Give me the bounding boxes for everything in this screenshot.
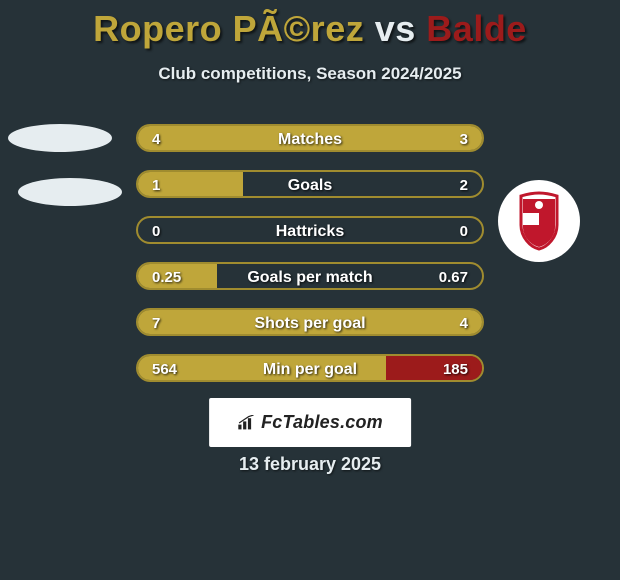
stat-label: Goals [138,172,482,196]
player2-name: Balde [426,8,527,49]
stat-row: Matches4 3 [136,124,484,152]
comparison-title: Ropero PÃ©rez vs Balde [0,0,620,50]
shield-icon [517,191,561,251]
player1-value: 0.25 [152,264,181,290]
watermark-badge: FcTables.com [209,398,411,447]
comparison-chart: Matches43Goals12Hattricks00Goals per mat… [136,124,484,400]
date-label: 13 february 2025 [0,454,620,475]
stat-row: Hattricks0 0 [136,216,484,244]
player2-value: 0.67 [439,264,468,290]
vs-label: vs [375,8,416,49]
stat-label: Matches [138,126,482,150]
player2-value: 3 [460,126,468,152]
stat-row: Goals1 2 [136,170,484,198]
player2-value: 0 [460,218,468,244]
player1-value: 1 [152,172,160,198]
stat-row: Min per goal564 185 [136,354,484,382]
subtitle: Club competitions, Season 2024/2025 [0,64,620,84]
player1-value: 4 [152,126,160,152]
stat-label: Shots per goal [138,310,482,334]
player1-crest-placeholder-1 [8,124,112,152]
stat-label: Min per goal [138,356,482,380]
player1-value: 564 [152,356,177,382]
stat-label: Goals per match [138,264,482,288]
player2-value: 2 [460,172,468,198]
player1-crest-placeholder-2 [18,178,122,206]
player1-value: 7 [152,310,160,336]
player1-name: Ropero PÃ©rez [93,8,364,49]
player2-value: 185 [443,356,468,382]
watermark-text: FcTables.com [261,412,383,433]
chart-icon [237,415,257,431]
stat-label: Hattricks [138,218,482,242]
player2-club-crest [498,180,580,262]
player2-value: 4 [460,310,468,336]
stat-row: Shots per goal7 4 [136,308,484,336]
stat-row: Goals per match0.25 0.67 [136,262,484,290]
player1-value: 0 [152,218,160,244]
